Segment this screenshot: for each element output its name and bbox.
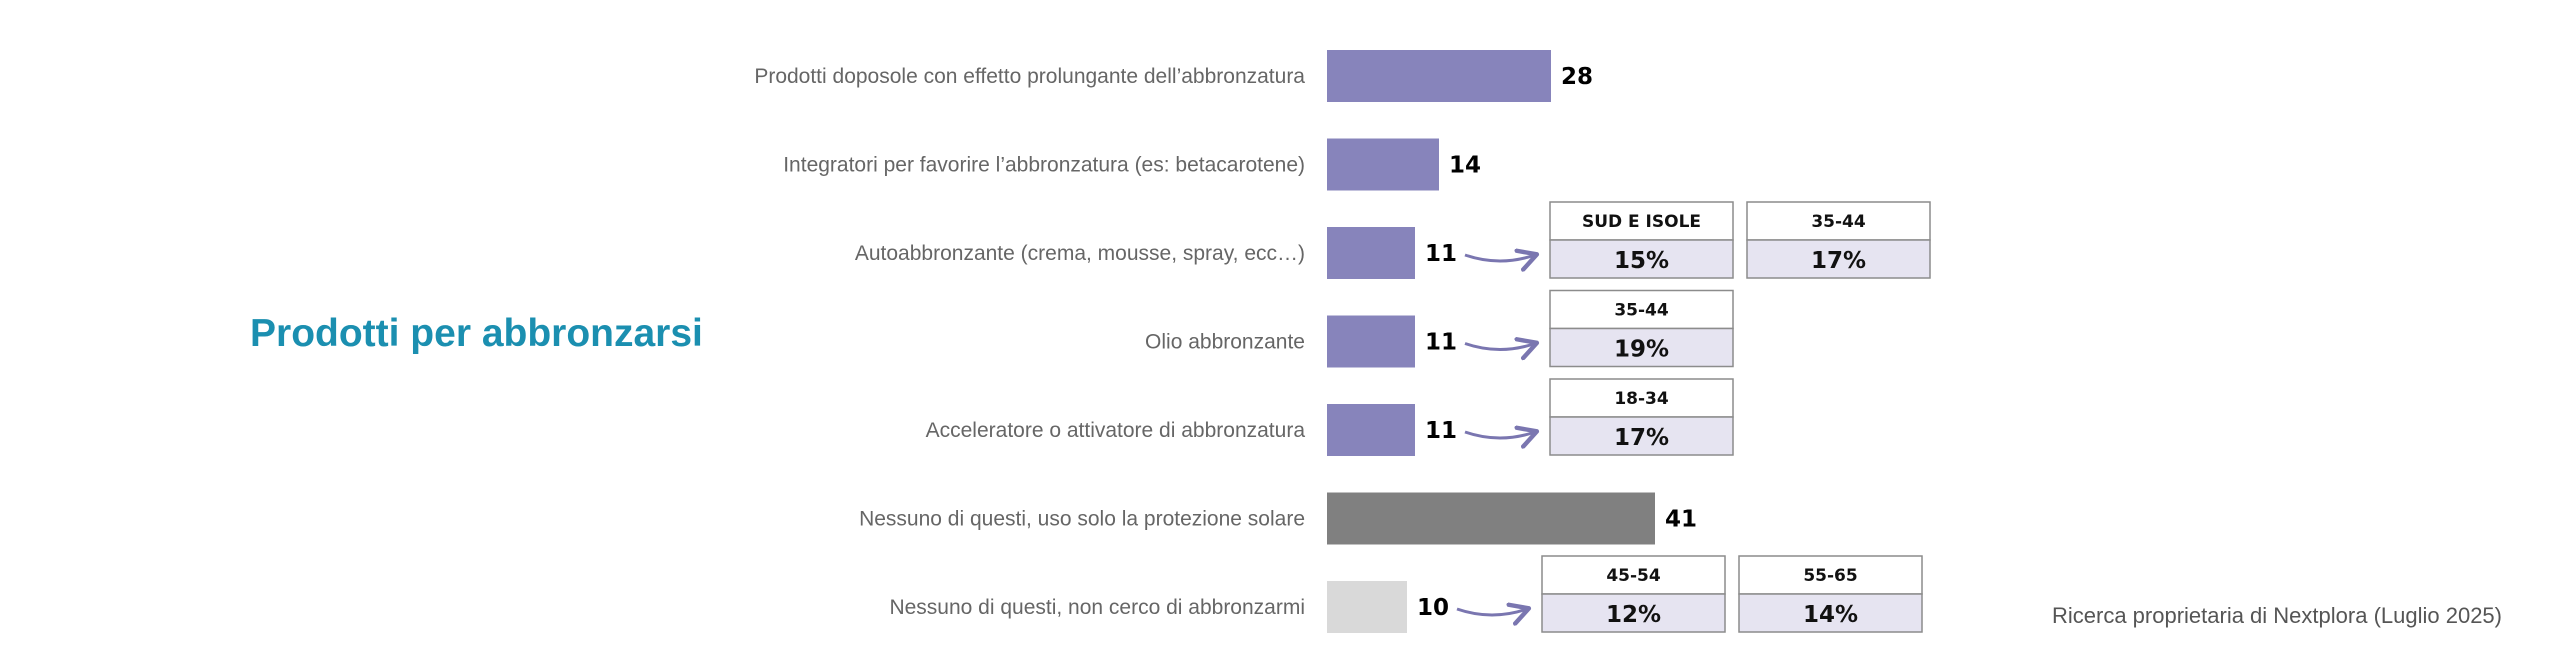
callout-box-value — [1549, 239, 1734, 279]
callout-segment-value: 17% — [1614, 425, 1669, 451]
value-label: 11 — [1425, 418, 1457, 444]
value-label: 28 — [1561, 64, 1593, 90]
value-label: 14 — [1449, 153, 1481, 179]
callout-box-header — [1549, 378, 1734, 418]
category-label: Integratori per favorire l’abbronzatura … — [783, 154, 1305, 177]
value-label: 41 — [1665, 507, 1697, 533]
callout-arrow — [1464, 255, 1535, 261]
category-label: Acceleratore o attivatore di abbronzatur… — [926, 419, 1306, 442]
callout-segment-label: 18-34 — [1614, 389, 1669, 409]
callout-box-value — [1549, 416, 1734, 456]
callout-box-value — [1549, 327, 1734, 368]
value-label: 11 — [1425, 241, 1457, 267]
callout-segment-label: 45-54 — [1606, 566, 1661, 586]
bar — [1327, 581, 1407, 633]
category-label: Olio abbronzante — [1145, 331, 1305, 354]
bar — [1327, 50, 1551, 102]
bar — [1327, 404, 1415, 456]
source-note: Ricerca proprietaria di Nextplora (Lugli… — [2051, 603, 2502, 628]
callout-arrow — [1464, 432, 1535, 438]
bar — [1327, 315, 1415, 368]
callout-box-value — [1746, 239, 1931, 279]
chart-title: Prodotti per abbronzarsi — [250, 312, 703, 355]
category-label: Prodotti doposole con effetto prolungant… — [754, 65, 1305, 88]
value-label: 11 — [1425, 330, 1457, 356]
callout-box-header — [1549, 201, 1734, 241]
callout-box-value — [1738, 593, 1923, 633]
value-label: 10 — [1417, 595, 1449, 621]
callout-segment-value: 14% — [1803, 602, 1858, 628]
callout-box-header — [1746, 201, 1931, 241]
callout-arrow — [1464, 344, 1535, 350]
callout-box-value — [1541, 593, 1726, 633]
callout-segment-label: 35-44 — [1811, 212, 1866, 232]
callout-segment-label: 35-44 — [1614, 301, 1669, 321]
callout-segment-value: 15% — [1614, 248, 1669, 274]
category-label: Autoabbronzante (crema, mousse, spray, e… — [855, 242, 1305, 265]
callout-segment-label: SUD E ISOLE — [1582, 212, 1701, 232]
bar — [1327, 492, 1655, 545]
callout-segment-value: 12% — [1606, 602, 1661, 628]
callout-segment-value: 19% — [1614, 337, 1669, 363]
bar — [1327, 138, 1439, 191]
bar — [1327, 227, 1415, 279]
callout-segment-value: 17% — [1811, 248, 1866, 274]
callout-box-header — [1541, 555, 1726, 595]
category-label: Nessuno di questi, uso solo la protezion… — [859, 508, 1305, 531]
callout-arrow — [1456, 609, 1527, 615]
callout-segment-label: 55-65 — [1803, 566, 1857, 586]
category-label: Nessuno di questi, non cerco di abbronza… — [889, 596, 1305, 619]
